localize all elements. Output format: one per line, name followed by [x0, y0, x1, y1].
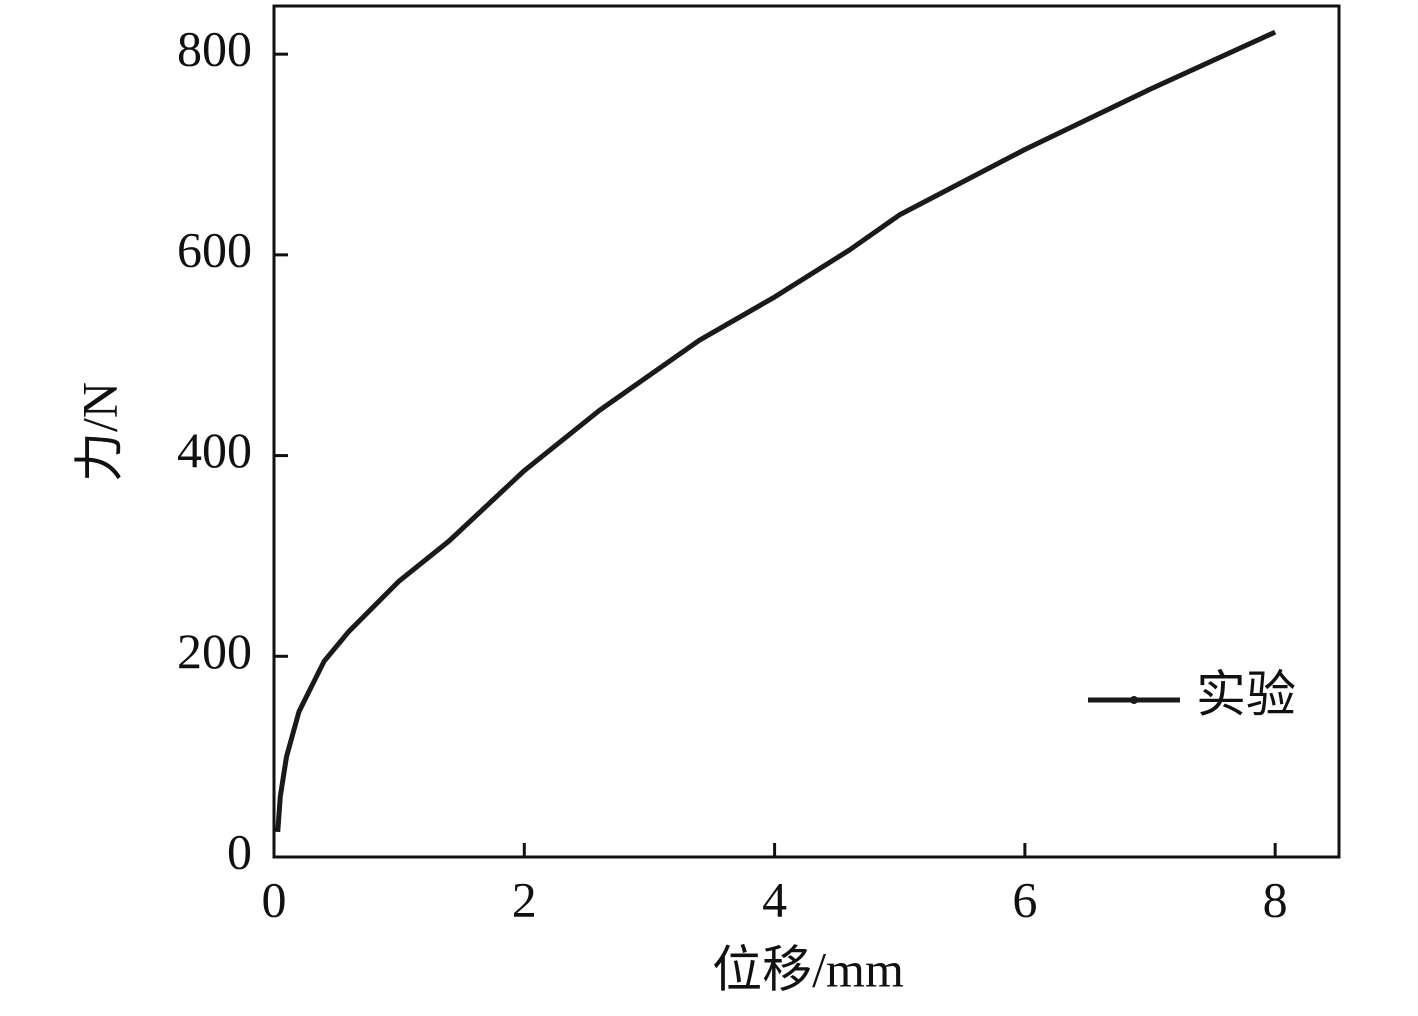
x-tick-label: 0	[262, 871, 287, 927]
x-tick-label: 6	[1012, 871, 1037, 927]
x-tick-label: 8	[1263, 871, 1288, 927]
y-tick-label: 600	[177, 221, 252, 277]
y-tick-label: 0	[227, 823, 252, 879]
legend-marker	[1130, 696, 1138, 704]
y-tick-label: 400	[177, 422, 252, 478]
legend-label: 实验	[1196, 666, 1296, 722]
y-axis-label: 力/N	[71, 382, 127, 482]
x-axis-label: 位移/mm	[712, 941, 904, 997]
y-tick-label: 200	[177, 623, 252, 679]
y-tick-label: 800	[177, 21, 252, 77]
data-line	[275, 29, 1277, 833]
x-tick-label: 2	[512, 871, 537, 927]
x-tick-label: 4	[762, 871, 787, 927]
plot-frame	[272, 4, 1341, 859]
